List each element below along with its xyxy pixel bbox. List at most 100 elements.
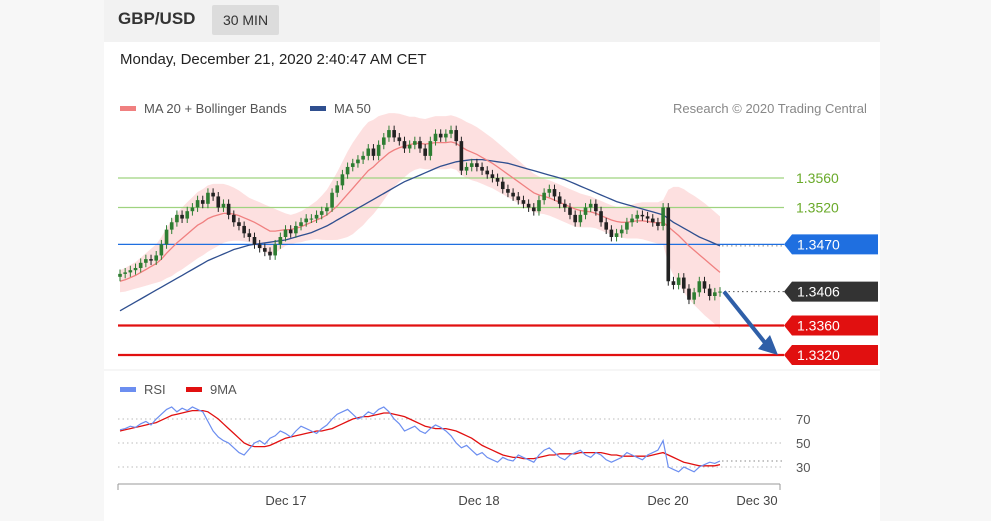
legend-ma20: MA 20 + Bollinger Bands bbox=[120, 101, 287, 116]
x-tick-label: Dec 30 bbox=[736, 493, 777, 508]
current-price-tag bbox=[784, 281, 878, 302]
candle bbox=[671, 276, 676, 290]
legend-rsi: RSI bbox=[120, 382, 166, 397]
candle bbox=[552, 184, 557, 201]
candle bbox=[526, 199, 531, 212]
candle bbox=[314, 210, 319, 223]
candle bbox=[459, 136, 464, 176]
x-tick-label: Dec 17 bbox=[265, 493, 306, 508]
candle bbox=[454, 125, 459, 146]
candle bbox=[361, 151, 365, 164]
candle bbox=[350, 158, 355, 172]
candle bbox=[319, 206, 324, 220]
candle bbox=[402, 136, 407, 153]
candle bbox=[128, 265, 133, 277]
candle bbox=[449, 125, 453, 139]
x-tick-label: Dec 20 bbox=[647, 493, 688, 508]
rsi-lines-layer bbox=[119, 406, 784, 473]
forecast-arrow-shaft bbox=[722, 290, 768, 346]
symbol-title: GBP/USD bbox=[118, 9, 196, 28]
candle bbox=[294, 221, 298, 238]
legend-rsi-label: RSI bbox=[144, 382, 166, 397]
candle bbox=[423, 144, 427, 161]
candle bbox=[645, 211, 650, 223]
candle bbox=[594, 199, 598, 216]
candle bbox=[366, 144, 371, 161]
candle bbox=[242, 221, 246, 238]
candle bbox=[511, 188, 515, 201]
timeframe-button[interactable]: 30 MIN bbox=[212, 5, 279, 35]
rsi-grid-layer: 70 50 30 bbox=[118, 412, 810, 475]
candle bbox=[413, 136, 417, 150]
support-label: 1.3360 bbox=[797, 318, 840, 334]
candle bbox=[438, 129, 443, 142]
rsi-line bbox=[119, 406, 721, 473]
support-tag bbox=[784, 345, 878, 365]
chart-panel bbox=[104, 0, 880, 521]
candle bbox=[475, 158, 479, 172]
legend-rsi-ma: 9MA bbox=[186, 382, 237, 397]
rsi-tick-label: 30 bbox=[796, 460, 810, 475]
candle bbox=[118, 269, 122, 282]
legend-rsi-ma-label: 9MA bbox=[210, 382, 237, 397]
resistance-label: 1.3520 bbox=[796, 200, 839, 216]
candle bbox=[252, 232, 257, 249]
rsi-tick-label: 50 bbox=[796, 436, 810, 451]
candle bbox=[625, 217, 629, 235]
candle bbox=[283, 225, 288, 242]
candle bbox=[495, 173, 500, 187]
candle bbox=[433, 129, 438, 146]
rsi-tick-label: 70 bbox=[796, 412, 810, 427]
candle bbox=[381, 133, 386, 150]
candle bbox=[226, 199, 231, 220]
candle bbox=[216, 192, 221, 212]
candle bbox=[573, 210, 577, 227]
candle bbox=[169, 217, 174, 235]
candle bbox=[490, 169, 495, 183]
pivot-label: 1.3470 bbox=[797, 236, 840, 252]
candle bbox=[340, 169, 345, 190]
level-labels-layer: 1.3560 1.3520 1.3470 1.3406 1.3360 1.3320 bbox=[784, 170, 878, 365]
candle bbox=[288, 225, 293, 238]
candle bbox=[568, 203, 572, 220]
candle bbox=[335, 180, 340, 198]
candle bbox=[231, 210, 236, 227]
candle bbox=[599, 206, 603, 227]
candle bbox=[206, 188, 210, 209]
candle bbox=[588, 199, 593, 212]
candle bbox=[200, 195, 205, 209]
candle bbox=[299, 217, 303, 231]
candle bbox=[656, 217, 660, 231]
timestamp: Monday, December 21, 2020 2:40:47 AM CET bbox=[120, 51, 427, 68]
candle bbox=[583, 203, 588, 220]
candle bbox=[273, 239, 277, 260]
candle bbox=[278, 232, 283, 249]
candle bbox=[371, 144, 376, 161]
candle bbox=[247, 228, 252, 242]
candle bbox=[692, 287, 696, 305]
candle bbox=[635, 210, 640, 223]
price-levels-layer bbox=[118, 177, 784, 357]
candle bbox=[237, 217, 241, 231]
forecast-arrow-layer bbox=[722, 290, 778, 355]
candle bbox=[619, 225, 624, 238]
candle bbox=[268, 247, 272, 260]
candle bbox=[397, 133, 402, 146]
candle bbox=[521, 195, 526, 209]
candle bbox=[469, 158, 474, 172]
candle bbox=[407, 140, 412, 153]
candle bbox=[687, 284, 691, 305]
rsi-swatch bbox=[120, 387, 136, 392]
candle bbox=[640, 210, 645, 221]
candle bbox=[159, 239, 164, 260]
pivot-tag bbox=[784, 234, 878, 255]
candle bbox=[309, 214, 314, 223]
candle bbox=[563, 199, 567, 212]
candle bbox=[392, 125, 396, 142]
candle bbox=[630, 214, 634, 227]
candle bbox=[537, 195, 541, 216]
credit-text: Research © 2020 Trading Central bbox=[673, 101, 867, 116]
resistance-label: 1.3560 bbox=[796, 170, 839, 186]
candle bbox=[257, 239, 262, 253]
x-tick-label: Dec 18 bbox=[458, 493, 499, 508]
